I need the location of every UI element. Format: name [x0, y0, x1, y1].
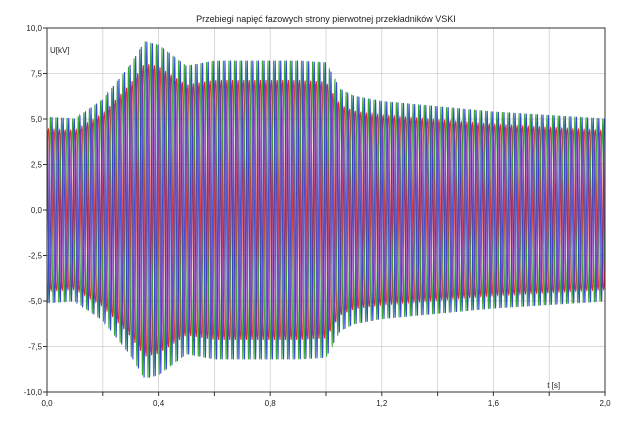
x-tick-label: 0,4 — [153, 399, 165, 408]
chart-title: Przebiegi napięć fazowych strony pierwot… — [196, 14, 456, 24]
x-tick-label: 1,2 — [376, 399, 388, 408]
x-axis-label: t [s] — [547, 381, 560, 390]
phase-overlay-line — [46, 67, 606, 353]
x-tick-label: 2,0 — [599, 399, 611, 408]
x-tick-label: 1,6 — [488, 399, 500, 408]
y-tick-label: 2,5 — [31, 161, 43, 170]
x-tick-label: 0,0 — [41, 399, 53, 408]
phase-voltage-series — [46, 41, 606, 378]
x-tick-label: 0,8 — [265, 399, 277, 408]
y-tick-label: -7,5 — [28, 343, 42, 352]
y-tick-label: -10,0 — [24, 388, 43, 397]
y-tick-label: -5,0 — [28, 297, 42, 306]
phase-L1-line — [46, 64, 606, 357]
y-tick-label: 7,5 — [31, 70, 43, 79]
y-tick-label: 0,0 — [31, 206, 43, 215]
y-axis-label: U[kV] — [50, 46, 70, 55]
y-tick-label: 10,0 — [26, 24, 42, 33]
y-tick-label: 5,0 — [31, 115, 43, 124]
y-axis: 10,0 7,5 5,0 2,5 0,0 -2,5 -5,0 -7,5 -10,0 — [24, 24, 47, 397]
x-axis: 0,0 0,4 0,8 1,2 1,6 2,0 — [41, 392, 611, 408]
y-tick-label: -2,5 — [28, 252, 42, 261]
